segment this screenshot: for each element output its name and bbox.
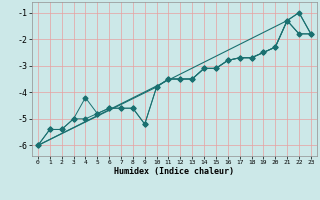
X-axis label: Humidex (Indice chaleur): Humidex (Indice chaleur) xyxy=(115,167,234,176)
